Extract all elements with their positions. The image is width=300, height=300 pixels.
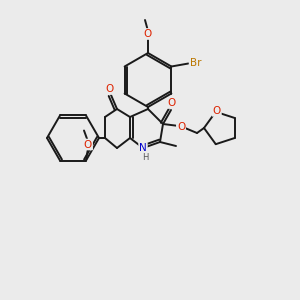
Text: O: O [213,106,221,116]
Text: H: H [142,152,148,161]
Text: N: N [139,143,147,153]
Text: O: O [168,98,176,108]
Text: O: O [105,84,113,94]
Text: O: O [144,29,152,39]
Text: O: O [84,140,92,149]
Text: O: O [177,122,185,132]
Text: Br: Br [190,58,201,68]
